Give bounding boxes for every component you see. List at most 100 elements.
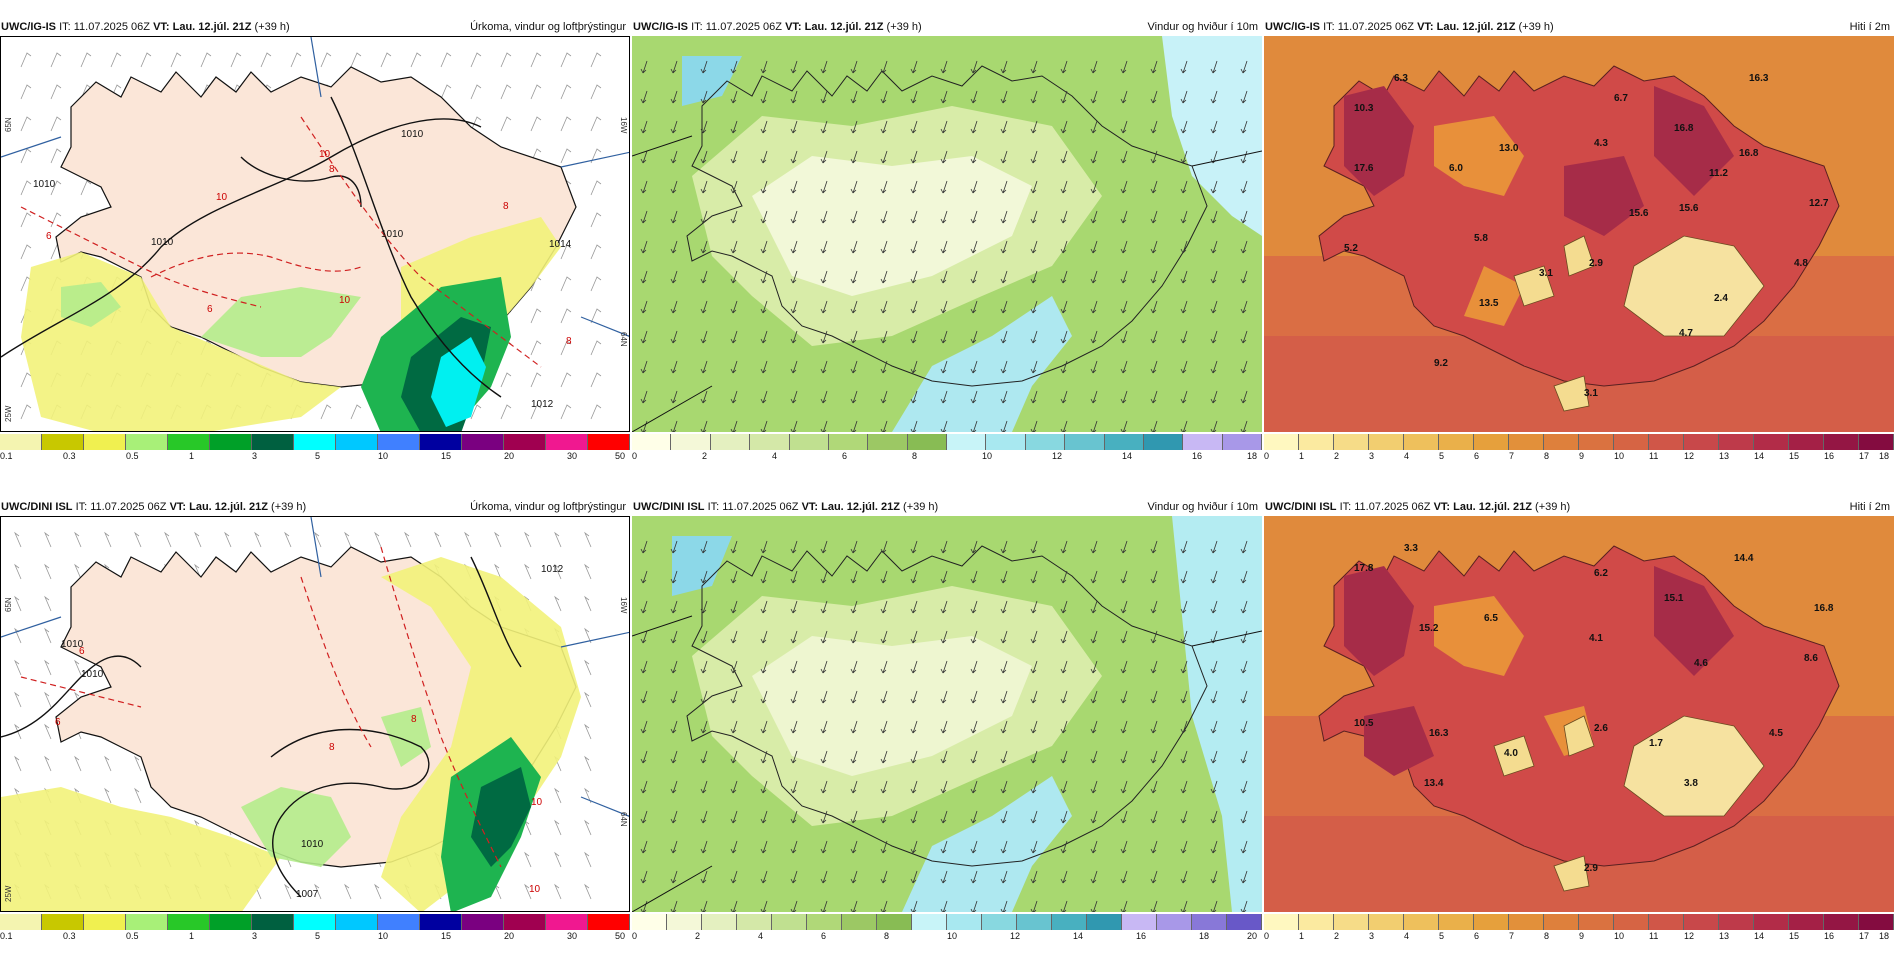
wind-arrow (730, 420, 738, 432)
wind-arrow (820, 840, 828, 854)
wind-arrow (1060, 660, 1068, 674)
wind-arrow (1210, 90, 1218, 104)
wind-arrow (640, 330, 648, 344)
wind-barb (554, 531, 562, 548)
wind-barb (20, 52, 32, 68)
wind-arrow (760, 750, 768, 764)
wind-arrow (940, 90, 948, 104)
wind-barb (560, 404, 572, 420)
wind-arrow (1090, 330, 1098, 344)
wind-arrow (670, 60, 678, 74)
wind-arrow (1150, 630, 1158, 644)
colorbar-tick-label: 18 (1879, 451, 1890, 461)
colorbar-swatch (336, 434, 378, 450)
colorbar-tick-label: 5 (1439, 931, 1445, 941)
wind-arrow (1180, 540, 1188, 554)
wind-arrow (940, 420, 948, 432)
isobar-1010a (1, 655, 142, 738)
wind-arrow (1150, 390, 1158, 404)
wind-arrow (910, 120, 918, 134)
isotherm-label: 6 (79, 646, 85, 657)
colorbar-swatch (1684, 434, 1719, 450)
grid-line (1, 616, 62, 638)
map-title: Vindur og hviður í 10m (1147, 501, 1258, 513)
wind-arrow (1000, 330, 1008, 344)
wind-barb (530, 340, 542, 356)
wind-barb (590, 180, 602, 196)
wind-arrow (670, 690, 678, 704)
wind-arrow (910, 870, 918, 884)
wind-arrow (760, 810, 768, 824)
wind-arrow (1060, 540, 1068, 554)
wind-arrow (1030, 120, 1038, 134)
grid-line (580, 796, 629, 817)
colorbar-swatch (126, 914, 168, 930)
colorbar-swatch (1544, 434, 1579, 450)
wind-arrow (940, 750, 948, 764)
colorbar-tick-label: 30 (567, 451, 578, 461)
wind-arrow (1150, 660, 1158, 674)
colorbar-swatch (504, 914, 546, 930)
wind-arrow (790, 60, 798, 74)
colorbar-swatch (986, 434, 1026, 450)
wind-barb (560, 276, 572, 292)
colorbar-swatch (168, 914, 210, 930)
wind-arrow (1210, 690, 1218, 704)
wind-arrow (820, 180, 828, 194)
isotherm-label: 6 (207, 304, 213, 315)
wind-barb (44, 595, 52, 612)
wind-arrow (1210, 570, 1218, 584)
wind-arrow (760, 780, 768, 794)
wind-arrow (730, 750, 738, 764)
axis-labels: 65N 64N 25W 16W (4, 117, 628, 422)
colorbar-tick-label: 0.5 (126, 451, 139, 461)
temperature-value: 9.2 (1434, 358, 1448, 369)
wind-barb (44, 691, 52, 708)
wind-arrow (1120, 300, 1128, 314)
colorbar-swatch (42, 914, 84, 930)
wind-arrow (880, 690, 888, 704)
panel-header: UWC/DINI ISL IT: 11.07.2025 06Z VT: Lau.… (632, 498, 1262, 516)
wind-arrow (1150, 780, 1158, 794)
temperature-value: 14.4 (1734, 553, 1754, 564)
wind-arrow (1240, 330, 1248, 344)
colorbar-tick-label: 13 (1719, 931, 1730, 941)
wind-arrow (1090, 420, 1098, 432)
wind-arrow (1060, 120, 1068, 134)
wind-arrow (1000, 810, 1008, 824)
wind-arrow (640, 900, 648, 912)
wind-arrow (730, 570, 738, 584)
wind-arrow (1060, 840, 1068, 854)
wind-arrow (1150, 300, 1158, 314)
it-label: IT: (1323, 21, 1335, 33)
colorbar-tick-label: 0.1 (0, 451, 13, 461)
wind-arrow (1060, 600, 1068, 614)
wind-arrow (790, 690, 798, 704)
wind-barb (20, 244, 32, 260)
colorbar-tick-label: 8 (1544, 931, 1550, 941)
wind-arrow (1210, 300, 1218, 314)
isotherm-label: 6 (55, 717, 61, 728)
map-temp: 6.3 16.3 10.3 6.7 16.8 17.6 6.0 13.0 4.3 16.8 11.2… (1264, 36, 1894, 432)
wind-arrow (670, 900, 678, 912)
wind-arrow (1180, 810, 1188, 824)
wind-barb (20, 404, 32, 420)
colorbar-swatch (1474, 434, 1509, 450)
wind-arrow (700, 420, 708, 432)
wind-arrow (670, 540, 678, 554)
wind-barb (470, 404, 482, 420)
wind-barb (14, 755, 22, 772)
wind-arrow (1060, 150, 1068, 164)
wind-arrow (820, 390, 828, 404)
temp-map-svg: 3.3 17.8 6.2 14.4 15.1 16.8 15.2 6.5 4.1 4.6 8.6 10… (1264, 516, 1894, 912)
temperature-value: 16.3 (1429, 728, 1449, 739)
wind-barb (194, 531, 202, 548)
temperature-value: 2.4 (1714, 293, 1728, 304)
wind-arrow (700, 390, 708, 404)
wind-barb (464, 531, 472, 548)
wind-arrow (940, 150, 948, 164)
wind-arrow (1030, 360, 1038, 374)
wind-arrow (1000, 840, 1008, 854)
temperature-value: 4.3 (1594, 138, 1608, 149)
temperature-value: 3.3 (1404, 543, 1418, 554)
